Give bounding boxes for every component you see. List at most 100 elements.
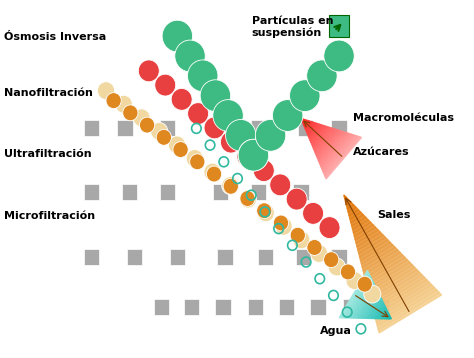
Circle shape xyxy=(138,60,159,82)
Polygon shape xyxy=(322,134,354,171)
Polygon shape xyxy=(348,207,358,216)
Polygon shape xyxy=(356,287,376,318)
Polygon shape xyxy=(388,316,391,319)
Circle shape xyxy=(188,60,218,92)
Polygon shape xyxy=(361,242,392,264)
Circle shape xyxy=(307,240,322,255)
Text: Agua: Agua xyxy=(320,326,352,336)
Polygon shape xyxy=(369,267,417,299)
Polygon shape xyxy=(345,197,349,202)
Circle shape xyxy=(273,100,303,131)
Polygon shape xyxy=(317,130,341,159)
Polygon shape xyxy=(351,215,366,226)
Polygon shape xyxy=(302,119,305,122)
Polygon shape xyxy=(364,252,402,278)
Circle shape xyxy=(139,117,155,133)
Polygon shape xyxy=(350,212,364,222)
Bar xyxy=(328,15,349,37)
Polygon shape xyxy=(360,290,378,318)
Circle shape xyxy=(123,105,138,121)
Polygon shape xyxy=(376,287,437,326)
Polygon shape xyxy=(372,275,424,309)
Circle shape xyxy=(324,40,354,72)
Polygon shape xyxy=(348,279,372,318)
Circle shape xyxy=(290,227,305,243)
Circle shape xyxy=(171,88,192,110)
Polygon shape xyxy=(354,222,373,236)
Polygon shape xyxy=(346,202,354,209)
Circle shape xyxy=(204,117,225,139)
Polygon shape xyxy=(370,270,419,302)
Circle shape xyxy=(273,215,289,231)
Polygon shape xyxy=(359,237,388,257)
Circle shape xyxy=(186,150,203,168)
Bar xyxy=(212,184,228,200)
Polygon shape xyxy=(307,123,317,135)
Polygon shape xyxy=(353,220,371,233)
Polygon shape xyxy=(356,227,378,243)
Bar xyxy=(331,120,346,136)
Circle shape xyxy=(175,40,205,72)
Circle shape xyxy=(328,258,346,276)
Polygon shape xyxy=(323,135,356,173)
Polygon shape xyxy=(371,272,422,305)
Polygon shape xyxy=(377,306,386,319)
Polygon shape xyxy=(365,295,380,318)
Bar xyxy=(248,299,263,315)
Polygon shape xyxy=(325,137,362,179)
Polygon shape xyxy=(306,122,315,132)
Circle shape xyxy=(207,166,222,182)
Polygon shape xyxy=(349,210,361,219)
Polygon shape xyxy=(314,129,335,153)
Polygon shape xyxy=(301,118,303,121)
Circle shape xyxy=(226,120,256,151)
Polygon shape xyxy=(381,309,387,319)
Polygon shape xyxy=(365,255,405,281)
Circle shape xyxy=(115,95,132,113)
Polygon shape xyxy=(363,250,400,274)
Polygon shape xyxy=(312,127,329,147)
Bar xyxy=(258,250,273,265)
Circle shape xyxy=(190,154,205,170)
Polygon shape xyxy=(353,284,374,318)
Polygon shape xyxy=(367,296,381,318)
Polygon shape xyxy=(324,136,357,175)
Bar xyxy=(118,120,133,136)
Polygon shape xyxy=(357,232,383,250)
Polygon shape xyxy=(339,271,368,318)
Polygon shape xyxy=(378,292,442,333)
Polygon shape xyxy=(316,130,339,157)
Polygon shape xyxy=(377,290,439,329)
Polygon shape xyxy=(315,129,337,155)
Circle shape xyxy=(290,80,320,112)
Polygon shape xyxy=(375,285,434,323)
Polygon shape xyxy=(373,277,427,312)
Polygon shape xyxy=(311,126,327,145)
Text: Partículas en
suspensión: Partículas en suspensión xyxy=(252,16,333,38)
Bar xyxy=(374,299,390,315)
Polygon shape xyxy=(366,257,407,285)
Circle shape xyxy=(162,20,192,52)
Bar xyxy=(208,120,223,136)
Polygon shape xyxy=(374,280,429,316)
Bar xyxy=(127,250,142,265)
Polygon shape xyxy=(367,260,410,288)
Polygon shape xyxy=(375,282,432,319)
Circle shape xyxy=(275,217,292,235)
Polygon shape xyxy=(304,121,311,129)
Polygon shape xyxy=(369,265,415,295)
Circle shape xyxy=(257,204,274,222)
Polygon shape xyxy=(369,298,382,318)
Circle shape xyxy=(286,188,307,210)
Polygon shape xyxy=(362,291,379,318)
Bar xyxy=(84,120,100,136)
Text: Sales: Sales xyxy=(377,210,410,220)
Polygon shape xyxy=(347,205,356,212)
Polygon shape xyxy=(346,277,372,318)
Polygon shape xyxy=(319,132,347,165)
Polygon shape xyxy=(318,131,343,161)
Bar xyxy=(170,250,185,265)
Polygon shape xyxy=(376,304,385,319)
Circle shape xyxy=(256,203,272,219)
Circle shape xyxy=(188,103,209,125)
